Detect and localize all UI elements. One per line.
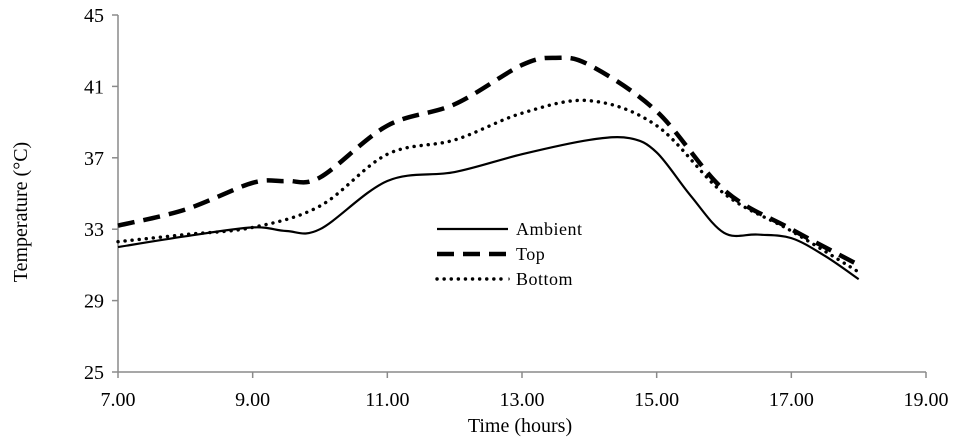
- x-tick-label: 11.00: [365, 389, 409, 411]
- y-ticks: 25 29 33 37 41 45: [84, 5, 118, 384]
- x-tick-label: 19.00: [904, 389, 949, 411]
- x-tick-label: 13.00: [500, 389, 545, 411]
- y-tick-label: 33: [84, 219, 104, 241]
- y-tick-label: 25: [84, 362, 104, 384]
- y-axis-title: Temperature (°C): [10, 142, 32, 282]
- legend-label-ambient: Ambient: [516, 219, 583, 239]
- series-line-bottom: [116, 98, 861, 274]
- series-line-top: [117, 55, 860, 267]
- legend-label-top: Top: [516, 244, 545, 264]
- legend: Ambient Top Bottom: [435, 219, 583, 289]
- legend-label-bottom: Bottom: [516, 269, 573, 289]
- series-line-ambient: [117, 136, 860, 281]
- x-ticks: 7.00 9.00 11.00 13.00 15.00 17.00 19.00: [101, 372, 949, 411]
- series-lines: [116, 55, 861, 281]
- y-tick-label: 41: [84, 76, 104, 98]
- x-tick-label: 17.00: [769, 389, 814, 411]
- x-tick-label: 9.00: [235, 389, 270, 411]
- axes: [117, 15, 926, 373]
- x-tick-label: 7.00: [101, 389, 136, 411]
- y-tick-label: 29: [84, 291, 104, 313]
- x-axis-title: Time (hours): [468, 415, 572, 437]
- x-tick-label: 15.00: [634, 389, 679, 411]
- y-tick-label: 45: [84, 5, 104, 27]
- y-tick-label: 37: [84, 148, 104, 170]
